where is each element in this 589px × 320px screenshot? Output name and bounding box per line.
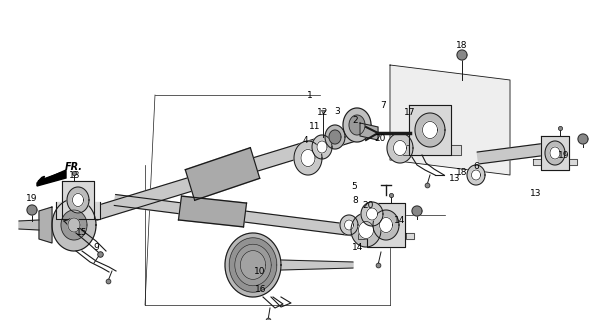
Polygon shape: [393, 140, 406, 156]
Text: 17: 17: [404, 108, 416, 116]
Text: 8: 8: [352, 196, 358, 204]
Polygon shape: [19, 220, 39, 230]
Text: 14: 14: [394, 215, 406, 225]
Polygon shape: [358, 233, 366, 239]
Polygon shape: [550, 147, 560, 159]
Text: 10: 10: [254, 268, 266, 276]
Polygon shape: [361, 202, 383, 226]
Polygon shape: [533, 158, 541, 164]
Text: 4: 4: [302, 135, 308, 145]
Text: 16: 16: [255, 285, 267, 294]
Polygon shape: [56, 202, 62, 219]
Polygon shape: [351, 213, 381, 247]
Polygon shape: [457, 50, 467, 60]
Polygon shape: [412, 206, 422, 216]
Text: 18: 18: [456, 41, 468, 50]
Polygon shape: [325, 125, 345, 149]
Text: 3: 3: [334, 107, 340, 116]
Text: 1: 1: [307, 91, 313, 100]
Polygon shape: [451, 145, 461, 155]
Polygon shape: [472, 170, 481, 180]
Text: 13: 13: [449, 173, 461, 182]
Polygon shape: [541, 136, 569, 170]
Polygon shape: [27, 205, 37, 215]
Polygon shape: [68, 218, 80, 232]
Polygon shape: [366, 208, 378, 220]
Text: 5: 5: [351, 181, 357, 190]
Polygon shape: [367, 203, 405, 247]
Polygon shape: [178, 196, 247, 227]
Polygon shape: [373, 210, 399, 240]
Polygon shape: [235, 244, 271, 286]
Polygon shape: [343, 108, 371, 142]
Text: 11: 11: [309, 122, 321, 131]
Polygon shape: [61, 210, 87, 240]
Polygon shape: [67, 187, 89, 213]
Polygon shape: [467, 165, 485, 185]
Text: 2: 2: [352, 116, 358, 124]
Polygon shape: [406, 233, 414, 239]
Polygon shape: [225, 233, 281, 297]
Text: 9: 9: [93, 243, 99, 252]
Polygon shape: [422, 122, 438, 139]
Polygon shape: [379, 218, 392, 233]
Text: 19: 19: [27, 194, 38, 203]
Polygon shape: [340, 215, 358, 235]
Polygon shape: [329, 130, 341, 144]
Polygon shape: [88, 123, 370, 222]
Polygon shape: [399, 145, 409, 155]
Polygon shape: [114, 195, 391, 240]
Polygon shape: [359, 221, 373, 238]
Text: 6: 6: [473, 162, 479, 171]
Text: 20: 20: [362, 201, 373, 210]
Polygon shape: [229, 238, 277, 292]
Polygon shape: [387, 133, 413, 163]
Text: 19: 19: [558, 150, 570, 159]
Polygon shape: [345, 220, 353, 230]
Polygon shape: [545, 141, 565, 165]
Polygon shape: [317, 141, 327, 153]
Polygon shape: [52, 199, 96, 251]
Polygon shape: [360, 123, 378, 140]
Polygon shape: [294, 141, 322, 175]
Polygon shape: [578, 134, 588, 144]
Text: 15: 15: [76, 228, 88, 236]
Polygon shape: [390, 65, 510, 175]
Text: FR.: FR.: [65, 162, 83, 172]
Text: 18: 18: [456, 167, 468, 177]
Text: 7: 7: [380, 100, 386, 109]
Polygon shape: [415, 113, 445, 147]
Polygon shape: [94, 202, 100, 219]
Polygon shape: [62, 181, 94, 219]
Text: 13: 13: [70, 171, 81, 180]
Polygon shape: [39, 207, 52, 243]
Polygon shape: [312, 135, 332, 159]
Polygon shape: [477, 142, 556, 164]
Text: 20: 20: [375, 133, 386, 142]
Text: 12: 12: [317, 108, 329, 116]
Polygon shape: [281, 260, 353, 270]
Polygon shape: [569, 158, 577, 164]
Text: 14: 14: [352, 243, 363, 252]
Polygon shape: [240, 251, 266, 279]
Polygon shape: [72, 194, 84, 206]
Polygon shape: [37, 170, 66, 186]
Polygon shape: [301, 149, 315, 166]
Polygon shape: [349, 115, 365, 135]
Text: 13: 13: [530, 188, 542, 197]
Polygon shape: [186, 148, 260, 200]
Polygon shape: [409, 105, 451, 155]
